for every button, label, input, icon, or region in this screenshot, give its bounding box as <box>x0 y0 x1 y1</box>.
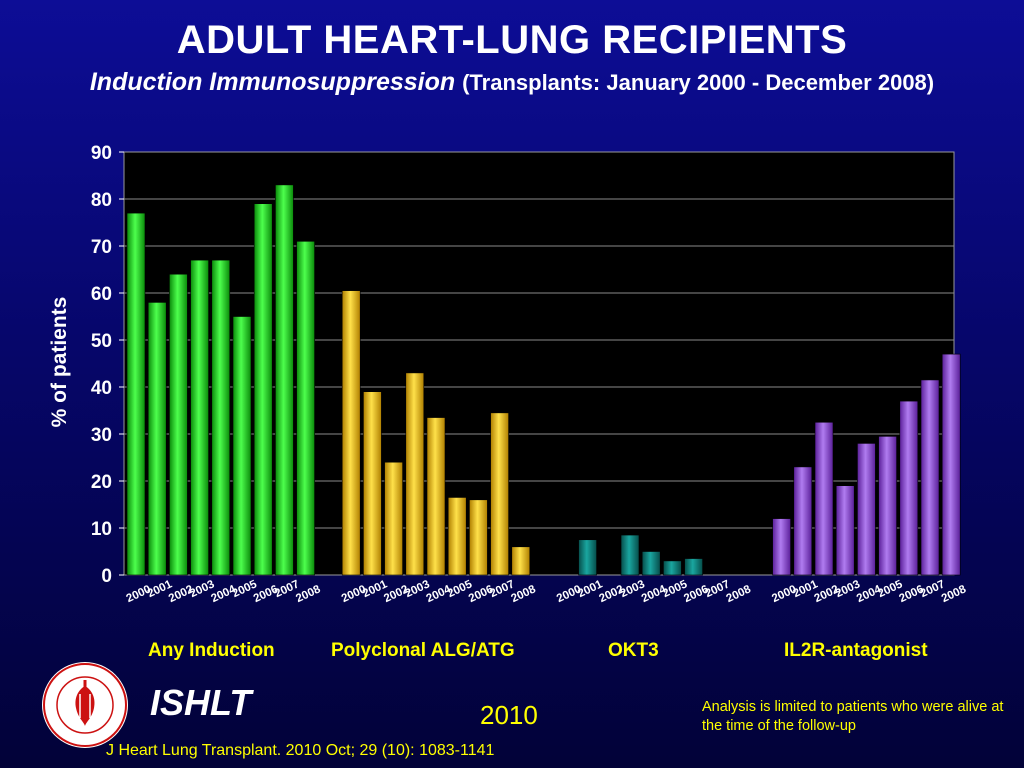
bar-polyclonal-alg-atg-2006 <box>469 499 488 576</box>
bar-any-induction-2007 <box>275 184 294 576</box>
report-year: 2010 <box>480 700 538 730</box>
bar-any-induction-2001 <box>147 302 167 576</box>
bar-polyclonal-alg-atg-2000 <box>341 290 361 576</box>
bar-il2r-antagonist-2008 <box>941 353 961 576</box>
bar-any-induction-2003 <box>190 259 209 576</box>
y-tick-label: 10 <box>91 519 112 540</box>
citation: J Heart Lung Transplant. 2010 Oct; 29 (1… <box>106 742 495 759</box>
bar-any-induction-2006 <box>253 203 273 576</box>
bar-polyclonal-alg-atg-2008 <box>511 546 531 576</box>
y-tick-label: 60 <box>91 284 112 305</box>
analysis-note: Analysis is limited to patients who were… <box>702 699 1004 734</box>
org-name: ISHLT <box>150 682 252 723</box>
y-tick-label: 80 <box>91 190 112 211</box>
bar-il2r-antagonist-2001 <box>793 466 813 576</box>
group-label-polyclonal: Polyclonal ALG/ATG <box>331 640 515 661</box>
page-title: ADULT HEART-LUNG RECIPIENTS <box>176 18 848 62</box>
bar-polyclonal-alg-atg-2005 <box>447 497 467 576</box>
bar-any-induction-2000 <box>126 212 146 576</box>
bar-polyclonal-alg-atg-2001 <box>363 391 382 576</box>
group-label-any-induction: Any Induction <box>148 640 275 661</box>
subtitle-main: Induction Immunosuppression <box>89 68 456 96</box>
bar-il2r-antagonist-2006 <box>899 400 919 576</box>
bar-polyclonal-alg-atg-2002 <box>384 461 403 576</box>
bar-okt3-2003 <box>620 534 640 576</box>
bar-il2r-antagonist-2005 <box>878 436 897 576</box>
bar-okt3-2006 <box>684 558 703 576</box>
bar-il2r-antagonist-2007 <box>920 379 940 576</box>
group-label-il2r: IL2R-antagonist <box>784 640 928 661</box>
bar-il2r-antagonist-2002 <box>814 421 834 576</box>
bar-any-induction-2004 <box>211 259 231 576</box>
bar-il2r-antagonist-2000 <box>772 518 791 576</box>
y-tick-label: 0 <box>101 566 112 587</box>
group-label-okt3: OKT3 <box>608 640 659 661</box>
ishlt-logo <box>42 662 128 748</box>
y-tick-label: 30 <box>91 425 112 446</box>
bar-polyclonal-alg-atg-2007 <box>490 412 509 576</box>
bar-any-induction-2008 <box>296 241 315 576</box>
bar-polyclonal-alg-atg-2003 <box>405 372 425 576</box>
bar-okt3-2001 <box>578 539 597 576</box>
bar-any-induction-2002 <box>169 273 188 576</box>
bar-okt3-2005 <box>663 560 682 576</box>
y-tick-label: 40 <box>91 378 112 399</box>
page-subtitle: Induction Immunosuppression (Transplants… <box>0 68 1024 97</box>
bar-chart: 0 10 20 30 40 50 60 70 80 90 20002001200220032004… <box>48 143 969 605</box>
y-axis-label: % of patients <box>48 297 71 428</box>
bar-polyclonal-alg-atg-2004 <box>426 417 446 576</box>
y-tick-label: 50 <box>91 331 112 352</box>
y-tick-label: 70 <box>91 237 112 258</box>
subtitle-date-range: (Transplants: January 2000 - December 20… <box>462 70 935 95</box>
bar-il2r-antagonist-2003 <box>835 485 855 576</box>
bar-il2r-antagonist-2004 <box>857 443 876 576</box>
bars <box>126 184 961 576</box>
y-tick-label: 20 <box>91 472 112 493</box>
y-axis: 0 10 20 30 40 50 60 70 80 90 <box>91 143 124 587</box>
y-tick-label: 90 <box>91 143 112 164</box>
bar-okt3-2004 <box>641 551 661 576</box>
bar-any-induction-2005 <box>232 316 252 576</box>
